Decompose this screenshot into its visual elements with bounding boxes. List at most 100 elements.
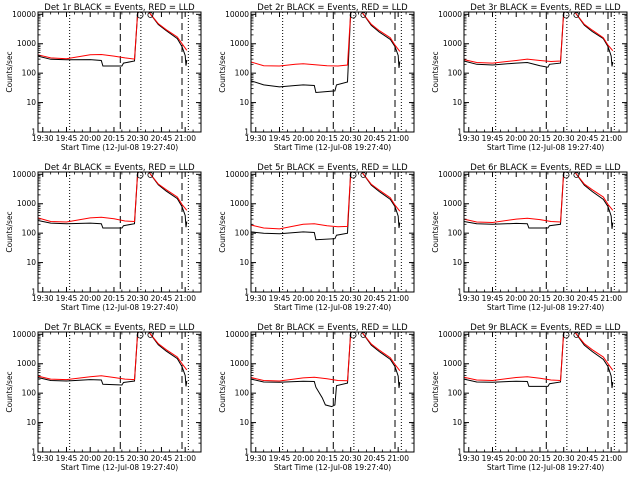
subplot-8-frame (250, 331, 415, 453)
subplot-9-xtick-label-5: 20:45 (577, 454, 599, 463)
subplot-2-xtick-label-2: 20:00 (292, 134, 314, 143)
subplot-6-xtick-label-4: 20:30 (553, 294, 575, 303)
subplot-6-ylabel: Counts/sec (431, 211, 440, 252)
subplot-7-ytick-label-3: 1000 (17, 359, 36, 368)
subplot-6-xtick-label-2: 20:00 (505, 294, 527, 303)
subplot-5-ytick-label-4: 10000 (225, 170, 249, 179)
subplot-9-series-lld-seg-1 (574, 331, 614, 371)
subplot-det-3: Det 3r BLACK = Events, RED = LLD 1 10 100 10… (431, 3, 628, 152)
subplot-9-ytick-label-3: 1000 (443, 359, 462, 368)
subplot-8-ytick-label-0: 1 (244, 448, 249, 457)
subplot-4-ytick-label-1: 10 (26, 258, 36, 267)
subplot-3-series-events-seg-1 (574, 11, 614, 67)
subplot-7-ytick-label-0: 1 (31, 448, 36, 457)
subplot-2-xtick-label-1: 19:45 (269, 134, 291, 143)
subplot-9-xtick-label-4: 20:30 (553, 454, 575, 463)
subplot-4-ytick-label-3: 1000 (17, 199, 36, 208)
subplot-8-xtick-label-4: 20:30 (340, 454, 362, 463)
subplot-7-ytick-label-2: 100 (22, 389, 37, 398)
subplot-5-series-events-seg-0 (250, 171, 352, 241)
subplot-8-ytick-label-1: 10 (239, 418, 249, 427)
subplot-3-xtick-label-4: 20:30 (553, 134, 575, 143)
subplot-8-series-lld-seg-0 (250, 331, 352, 382)
subplot-9-series-lld-seg-0 (463, 331, 565, 382)
subplot-8-ytick-label-2: 100 (235, 389, 250, 398)
subplot-det-2: Det 2r BLACK = Events, RED = LLD 1 10 100 10… (218, 3, 415, 152)
subplot-1-ytick-label-1: 10 (26, 98, 36, 107)
subplot-6-ytick-label-4: 10000 (438, 170, 462, 179)
subplot-6-xtick-label-6: 21:00 (600, 294, 622, 303)
subplot-5-ytick-label-2: 100 (235, 229, 250, 238)
subplot-2-xtick-label-5: 20:45 (364, 134, 386, 143)
subplot-9-ytick-label-1: 10 (452, 418, 462, 427)
subplot-8-xtick-label-5: 20:45 (364, 454, 386, 463)
subplot-1-title: Det 1r BLACK = Events, RED = LLD (44, 3, 195, 13)
subplot-det-1: Det 1r BLACK = Events, RED = LLD 1 10 100 10… (5, 3, 202, 152)
subplot-2-title: Det 2r BLACK = Events, RED = LLD (257, 3, 408, 13)
subplot-6-xlabel: Start Time (12-Jul-08 19:27:40) (487, 303, 604, 312)
subplot-3-ytick-label-3: 1000 (443, 39, 462, 48)
subplot-5-ytick-label-3: 1000 (230, 199, 249, 208)
subplot-1-xtick-label-6: 21:00 (174, 134, 196, 143)
subplot-2-series-lld-seg-1 (361, 11, 401, 52)
subplot-3-frame (463, 11, 628, 133)
subplot-8-series-lld-seg-1 (361, 331, 401, 372)
subplot-3-series-lld-seg-1 (574, 11, 614, 52)
subplot-1-xtick-label-0: 19:30 (32, 134, 54, 143)
subplot-8-title: Det 8r BLACK = Events, RED = LLD (257, 323, 408, 333)
subplot-6-xtick-label-1: 19:45 (482, 294, 504, 303)
subplot-2-ytick-label-1: 10 (239, 98, 249, 107)
subplot-2-ytick-label-4: 10000 (225, 10, 249, 19)
subplot-3-series-lld-seg-0 (463, 11, 565, 64)
subplot-7-xtick-label-6: 21:00 (174, 454, 196, 463)
subplot-8-ytick-label-4: 10000 (225, 330, 249, 339)
subplot-5-xtick-label-2: 20:00 (292, 294, 314, 303)
subplot-det-7: Det 7r BLACK = Events, RED = LLD 1 10 100 10… (5, 323, 202, 472)
subplot-2-xtick-label-6: 21:00 (387, 134, 409, 143)
subplot-4-xtick-label-4: 20:30 (127, 294, 149, 303)
subplot-9-series-events-seg-0 (463, 331, 565, 387)
subplot-7-series-lld-seg-1 (148, 331, 188, 371)
subplot-3-xtick-label-2: 20:00 (505, 134, 527, 143)
subplot-1-xtick-label-5: 20:45 (151, 134, 173, 143)
subplot-1-ytick-label-4: 10000 (12, 10, 36, 19)
subplot-3-xtick-label-0: 19:30 (458, 134, 480, 143)
subplot-5-ytick-label-1: 10 (239, 258, 249, 267)
subplot-det-4: Det 4r BLACK = Events, RED = LLD 1 10 100 10… (5, 163, 202, 312)
subplot-3-ytick-label-2: 100 (448, 69, 463, 78)
subplot-7-xtick-label-3: 20:15 (103, 454, 125, 463)
subplot-1-xtick-label-2: 20:00 (79, 134, 101, 143)
subplot-1-series-lld-seg-0 (37, 11, 139, 60)
subplot-7-ylabel: Counts/sec (5, 371, 14, 412)
subplot-9-title: Det 9r BLACK = Events, RED = LLD (470, 323, 621, 333)
subplot-8-series-events-seg-1 (361, 331, 401, 389)
subplot-2-ytick-label-0: 1 (244, 128, 249, 137)
subplot-6-xtick-label-5: 20:45 (577, 294, 599, 303)
subplot-8-xtick-label-3: 20:15 (316, 454, 338, 463)
subplot-2-ytick-label-2: 100 (235, 69, 250, 78)
subplot-7-xlabel: Start Time (12-Jul-08 19:27:40) (61, 463, 178, 472)
subplot-5-series-lld-seg-0 (250, 171, 352, 230)
subplot-1-xlabel: Start Time (12-Jul-08 19:27:40) (61, 143, 178, 152)
subplot-7-ytick-label-1: 10 (26, 418, 36, 427)
subplot-1-ylabel: Counts/sec (5, 51, 14, 92)
subplot-1-series-lld-seg-1 (148, 11, 188, 51)
subplot-det-6: Det 6r BLACK = Events, RED = LLD 1 10 100 10… (431, 163, 628, 312)
subplot-3-xtick-label-6: 21:00 (600, 134, 622, 143)
subplot-1-ytick-label-3: 1000 (17, 39, 36, 48)
subplot-8-xtick-label-0: 19:30 (245, 454, 267, 463)
subplot-9-frame (463, 331, 628, 453)
subplot-9-ytick-label-0: 1 (457, 448, 462, 457)
subplot-1-ytick-label-2: 100 (22, 69, 37, 78)
subplot-7-ytick-label-4: 10000 (12, 330, 36, 339)
subplot-2-xtick-label-3: 20:15 (316, 134, 338, 143)
subplot-4-series-events-seg-1 (148, 171, 188, 228)
subplot-6-ytick-label-3: 1000 (443, 199, 462, 208)
subplot-7-series-events-seg-0 (37, 331, 139, 386)
subplot-5-xtick-label-1: 19:45 (269, 294, 291, 303)
subplot-8-xlabel: Start Time (12-Jul-08 19:27:40) (274, 463, 391, 472)
subplot-7-title: Det 7r BLACK = Events, RED = LLD (44, 323, 195, 333)
subplot-8-xtick-label-2: 20:00 (292, 454, 314, 463)
subplot-3-xtick-label-3: 20:15 (529, 134, 551, 143)
subplot-3-series-events-seg-0 (463, 11, 565, 68)
